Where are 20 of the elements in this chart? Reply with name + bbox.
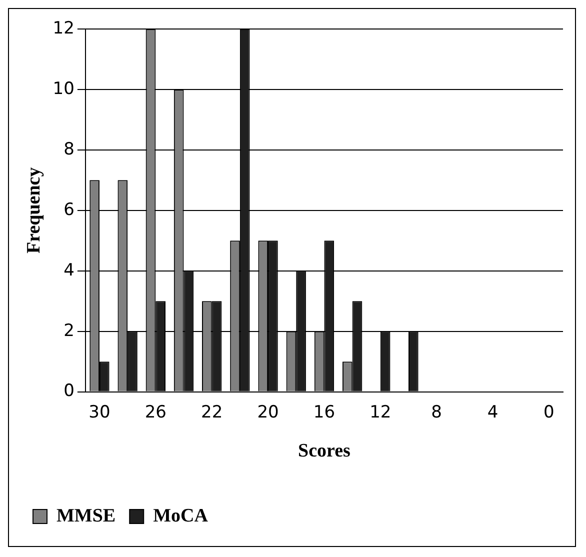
x-tick-label: 16 (313, 402, 336, 422)
y-tick-label: 2 (64, 320, 74, 341)
x-axis-title: Scores (298, 440, 350, 462)
x-tick-label: 26 (144, 402, 166, 422)
x-tick-label: 20 (257, 402, 279, 422)
x-tick-label: 30 (88, 402, 110, 422)
x-tick-label: 12 (370, 402, 392, 422)
y-tick-label: 12 (52, 18, 74, 38)
x-tick-label: 0 (544, 402, 554, 422)
y-tick-label: 10 (52, 78, 74, 99)
legend-label: MMSE (56, 505, 116, 526)
y-tick-label: 0 (64, 381, 74, 402)
y-tick-label: 6 (64, 200, 74, 220)
x-tick-label: 22 (201, 402, 223, 422)
y-axis-title: Frequency (23, 166, 44, 254)
legend-label: MoCA (153, 505, 208, 526)
y-tick-label: 4 (64, 260, 74, 280)
x-tick-label: 4 (487, 402, 498, 422)
x-tick-label: 8 (431, 402, 442, 422)
y-tick-label: 8 (64, 139, 74, 160)
